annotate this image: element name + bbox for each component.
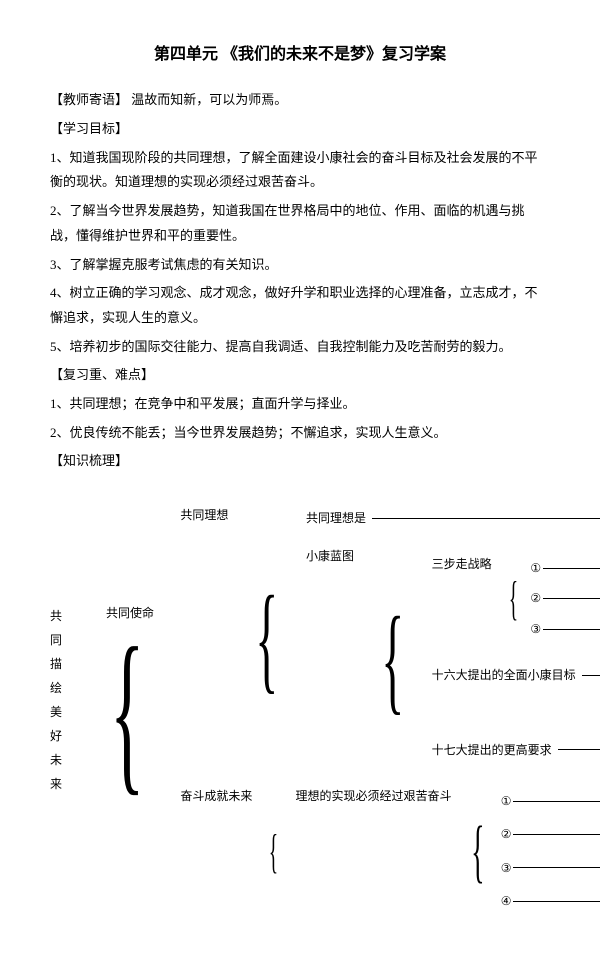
goal-item: 3、了解掌握克服考试焦虑的有关知识。 xyxy=(50,253,550,278)
num-3: ③ xyxy=(529,618,543,641)
keypoint-item: 2、优良传统不能丢；当今世界发展趋势；不懈追求，实现人生意义。 xyxy=(50,421,550,446)
knowledge-diagram: 共 同 描 绘 美 好 未 来 { 共同理想 { 共同理想是 xyxy=(50,504,550,918)
blank-line xyxy=(372,518,600,519)
leaf-16: 十六大提出的全面小康目标 xyxy=(426,664,582,687)
keypoint-item: 1、共同理想；在竞争中和平发展；直面升学与择业。 xyxy=(50,392,550,417)
brace-icon: { xyxy=(108,504,146,918)
knowledge-label: 【知识梳理】 xyxy=(50,449,550,474)
node-ideal: 共同理想 xyxy=(174,504,234,773)
teacher-note-label: 【教师寄语】 xyxy=(50,92,128,107)
goals-label: 【学习目标】 xyxy=(50,117,550,142)
leaf-ideal-is: 共同理想是 xyxy=(300,507,372,530)
goal-item: 5、培养初步的国际交往能力、提高自我调适、自我控制能力及吃苦耐劳的毅力。 xyxy=(50,335,550,360)
num-2: ② xyxy=(499,823,513,846)
teacher-note-text: 温故而知新，可以为师焉。 xyxy=(131,92,287,107)
node-blueprint: 小康蓝图 xyxy=(300,545,360,773)
keypoints-label: 【复习重、难点】 xyxy=(50,363,550,388)
page-title: 第四单元 《我们的未来不是梦》复习学案 xyxy=(50,40,550,70)
leaf-threestep: 三步走战略 xyxy=(426,553,498,644)
num-3: ③ xyxy=(499,857,513,880)
brace-icon: { xyxy=(268,785,280,918)
goal-item: 1、知道我国现阶段的共同理想，了解全面建设小康社会的奋斗目标及社会发展的不平衡的… xyxy=(50,146,550,195)
node-struggle: 奋斗成就未来 xyxy=(174,785,258,918)
diagram-vertical-label: 共 同 描 绘 美 好 未 来 xyxy=(50,604,64,796)
brace-icon: { xyxy=(507,553,519,644)
num-2: ② xyxy=(529,587,543,610)
num-1: ① xyxy=(529,557,543,580)
num-4: ④ xyxy=(499,890,513,913)
teacher-note: 【教师寄语】 温故而知新，可以为师焉。 xyxy=(50,88,550,113)
num-1: ① xyxy=(499,790,513,813)
brace-icon: { xyxy=(380,545,406,773)
brace-icon: { xyxy=(470,785,487,918)
leaf-17: 十七大提出的更高要求 xyxy=(426,739,558,762)
goal-item: 2、了解当今世界发展趋势，知道我国在世界格局中的地位、作用、面临的机遇与挑战，懂… xyxy=(50,199,550,248)
node-mission: 共同使命 xyxy=(100,602,160,625)
brace-icon: { xyxy=(254,504,280,773)
leaf-realize: 理想的实现必须经过艰苦奋斗 xyxy=(289,785,457,918)
goal-item: 4、树立正确的学习观念、成才观念，做好升学和职业选择的心理准备，立志成才，不懈追… xyxy=(50,281,550,330)
